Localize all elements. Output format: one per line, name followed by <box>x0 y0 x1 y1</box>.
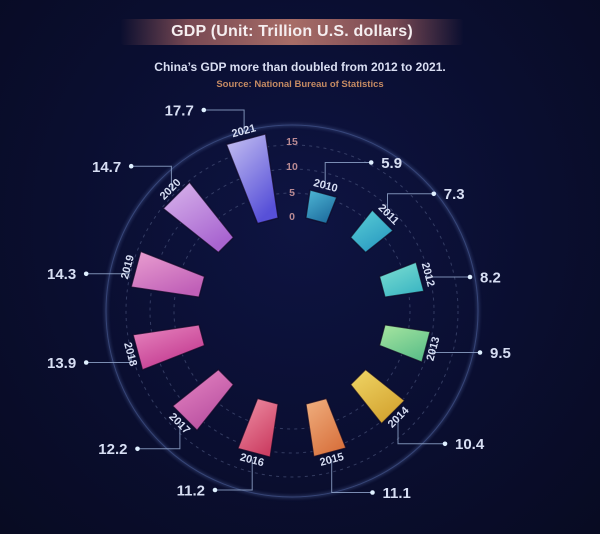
svg-text:10.4: 10.4 <box>455 436 485 453</box>
svg-text:5.9: 5.9 <box>381 155 402 172</box>
svg-text:15: 15 <box>286 136 298 148</box>
svg-text:0: 0 <box>289 211 295 223</box>
svg-text:9.5: 9.5 <box>490 345 511 362</box>
svg-text:8.2: 8.2 <box>480 270 501 287</box>
svg-text:10: 10 <box>286 161 298 173</box>
svg-text:5: 5 <box>289 187 295 199</box>
svg-text:14.7: 14.7 <box>92 159 121 176</box>
svg-text:7.3: 7.3 <box>444 186 465 203</box>
svg-text:13.9: 13.9 <box>47 355 76 372</box>
svg-text:11.1: 11.1 <box>383 485 411 502</box>
svg-text:14.3: 14.3 <box>47 266 76 283</box>
svg-text:11.2: 11.2 <box>177 483 205 500</box>
svg-text:12.2: 12.2 <box>98 441 127 458</box>
svg-text:17.7: 17.7 <box>165 103 194 120</box>
